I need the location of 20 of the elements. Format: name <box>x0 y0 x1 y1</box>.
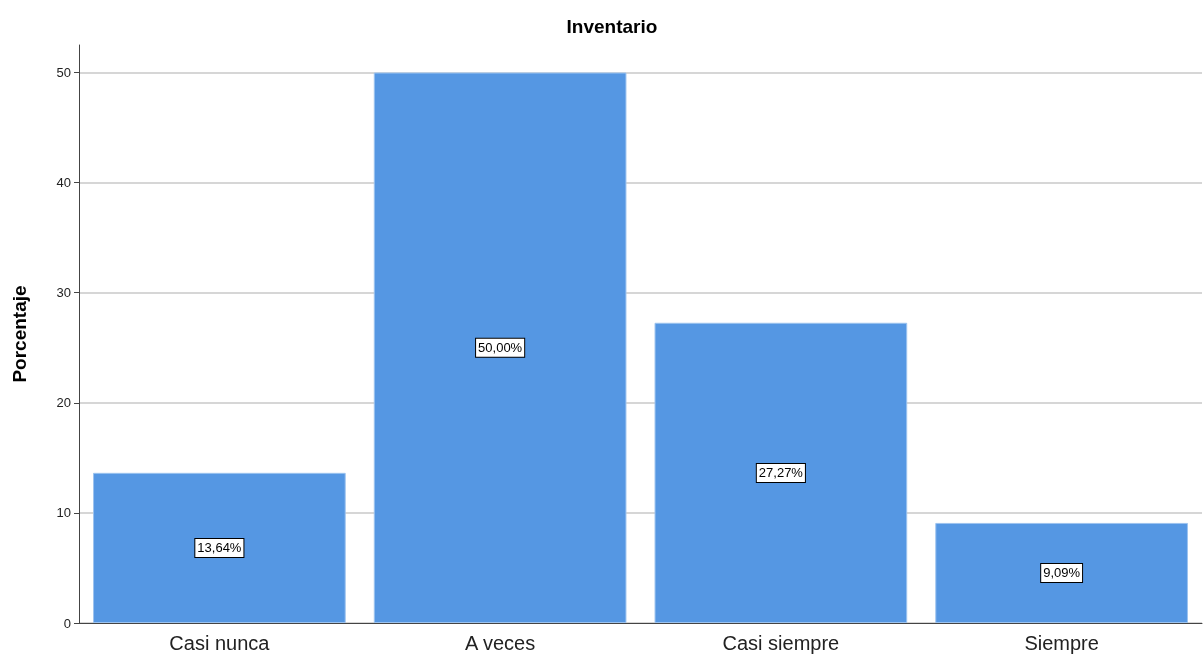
bar <box>93 472 346 623</box>
data-label: 9,09% <box>1043 565 1081 581</box>
bar <box>654 322 908 623</box>
data-label: 27,27% <box>758 465 804 481</box>
x-tick-label: Casi nunca <box>169 632 271 654</box>
y-tick-label: 0 <box>63 615 71 631</box>
y-tick-label: 20 <box>56 395 71 411</box>
chart-title: Inventario <box>566 16 658 37</box>
data-label: 50,00% <box>478 340 523 356</box>
x-tick-label: Siempre <box>1024 632 1099 654</box>
data-label: 13,64% <box>197 540 242 556</box>
y-tick-label: 50 <box>56 65 71 81</box>
bar <box>373 72 627 623</box>
y-tick-label: 30 <box>56 285 71 301</box>
y-tick-label: 40 <box>56 175 71 191</box>
bar <box>935 522 1188 623</box>
y-tick-label: 10 <box>56 505 71 521</box>
x-tick-label: A veces <box>465 632 536 654</box>
x-tick-label: Casi siempre <box>722 632 840 654</box>
y-axis-title: Porcentaje <box>9 285 30 383</box>
